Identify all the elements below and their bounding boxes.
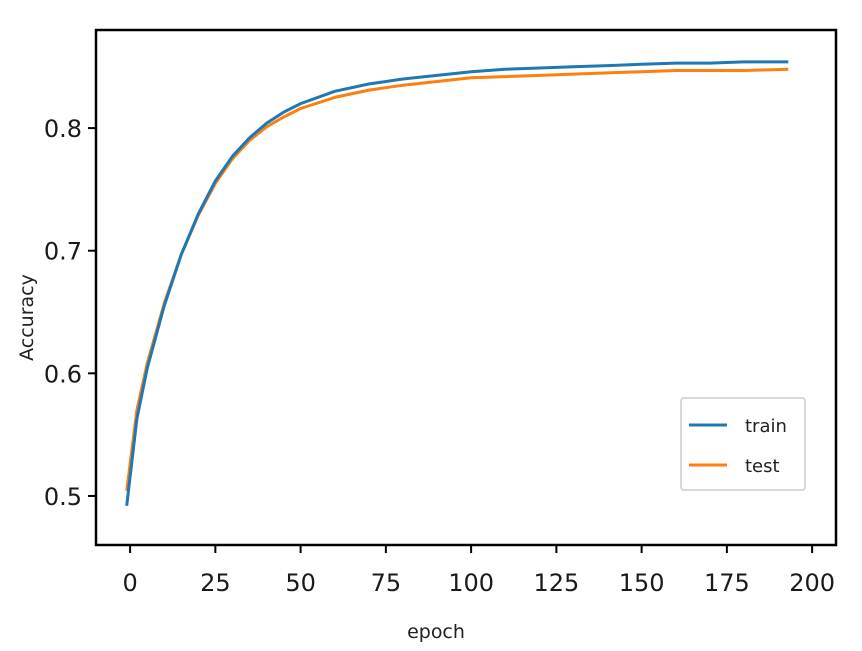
legend: train test [680, 397, 806, 491]
legend-label-train: train [745, 416, 787, 437]
plot-area [94, 28, 838, 547]
series-layer [125, 60, 789, 506]
x-tick-label: 50 [285, 569, 316, 597]
x-tick-label: 175 [704, 569, 750, 597]
y-axis-ticks: 0.5 0.6 0.7 0.8 [44, 115, 96, 511]
x-tick-label: 200 [789, 569, 835, 597]
x-tick-label: 0 [122, 569, 137, 597]
x-tick-label: 25 [200, 569, 231, 597]
x-tick-label: 100 [448, 569, 494, 597]
series-line-train [125, 60, 789, 506]
x-axis-ticks: 0 25 50 75 100 125 150 175 200 [122, 545, 835, 597]
y-tick-label: 0.7 [44, 238, 82, 266]
x-tick-label: 150 [619, 569, 665, 597]
legend-box [680, 397, 806, 491]
y-tick-label: 0.8 [44, 115, 82, 143]
x-axis-title: epoch [407, 621, 465, 643]
y-tick-label: 0.6 [44, 360, 82, 388]
x-tick-label: 125 [533, 569, 579, 597]
y-tick-label: 0.5 [44, 483, 82, 511]
x-tick-label: 75 [371, 569, 402, 597]
plot-frame [94, 28, 838, 547]
y-axis-title: Accuracy [16, 274, 38, 361]
legend-label-test: test [745, 456, 780, 477]
